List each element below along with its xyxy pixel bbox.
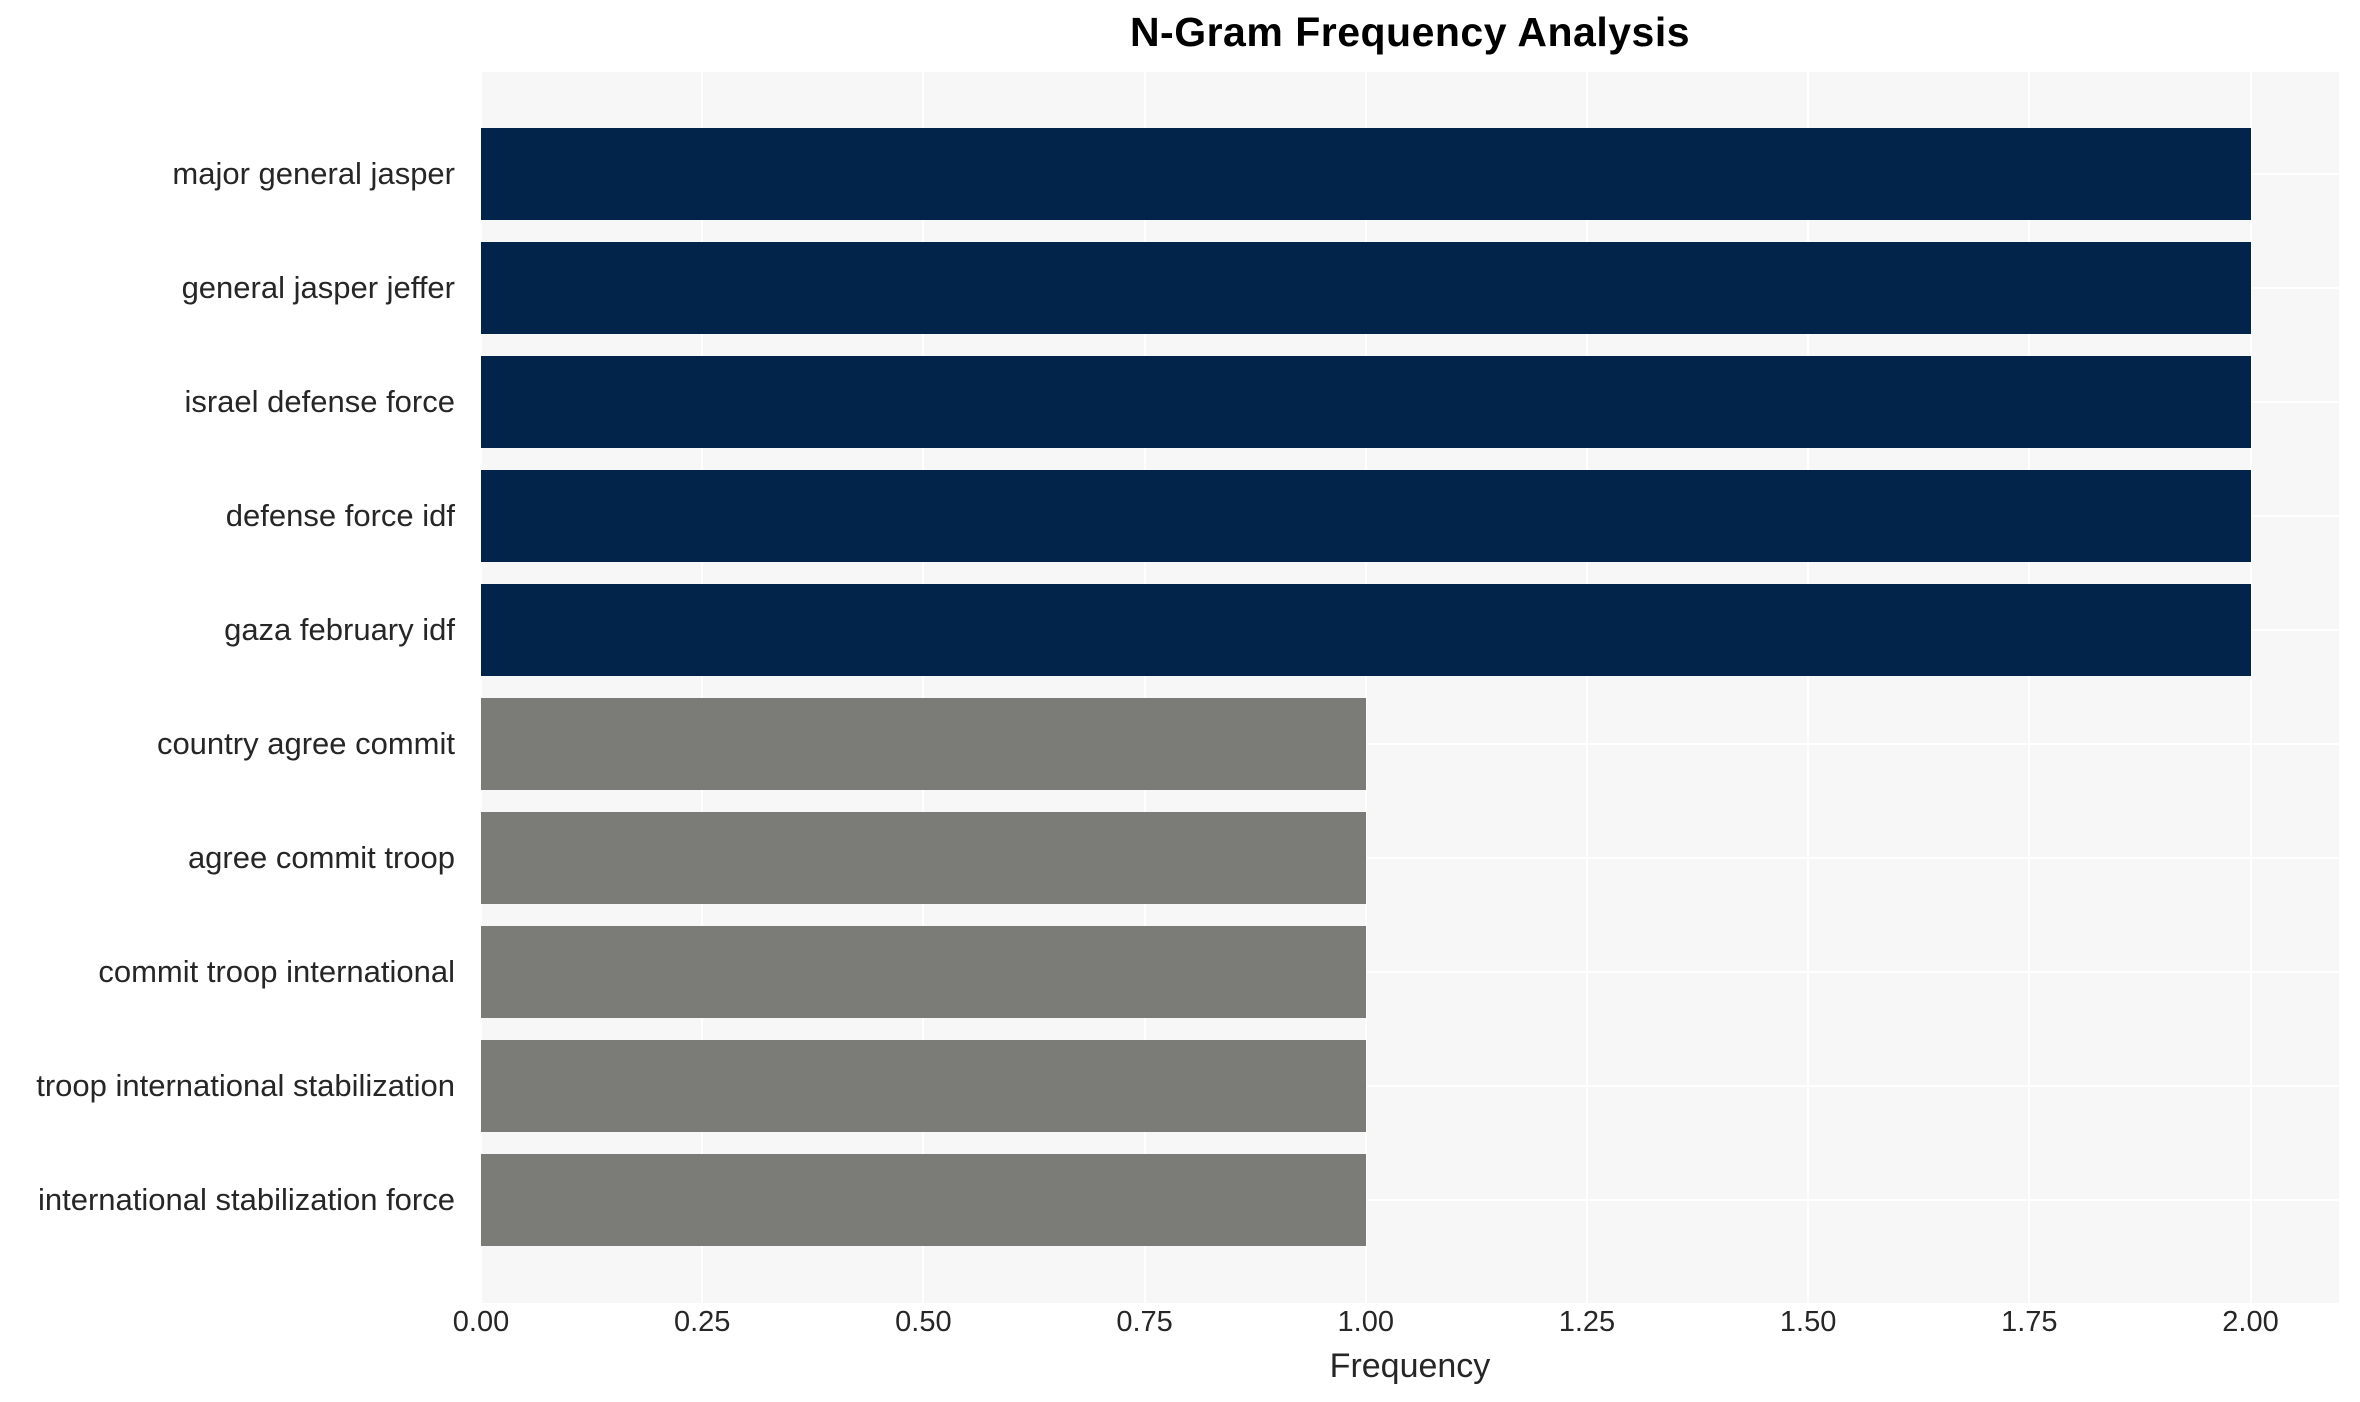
y-tick-label: commit troop international <box>98 954 455 989</box>
bar-israel-defense-force <box>481 356 2251 448</box>
y-gridline <box>481 857 2339 859</box>
y-tick-label: israel defense force <box>184 384 455 419</box>
x-gridline <box>1143 72 1146 1303</box>
x-tick-label: 1.25 <box>1558 1306 1616 1338</box>
bar-general-jasper-jeffer <box>481 242 2251 334</box>
y-gridline <box>481 971 2339 973</box>
y-tick-label: country agree commit <box>156 726 455 761</box>
bar-gaza-february-idf <box>481 584 2251 676</box>
y-tick-label: major general jasper <box>172 156 455 191</box>
x-tick-label: 0.25 <box>673 1306 731 1338</box>
x-gridline <box>2249 72 2252 1303</box>
x-gridline <box>701 72 704 1303</box>
y-gridline <box>481 1199 2339 1201</box>
y-gridline <box>481 1085 2339 1087</box>
x-tick-label: 1.00 <box>1337 1306 1394 1338</box>
x-gridline <box>1364 72 1367 1303</box>
chart-title: N-Gram Frequency Analysis <box>1129 9 1691 55</box>
y-tick-label: agree commit troop <box>187 840 455 875</box>
bar-troop-international-stabilization <box>481 1040 1366 1132</box>
y-tick-label: defense force idf <box>225 498 455 533</box>
bar-defense-force-idf <box>481 470 2251 562</box>
y-tick-label: general jasper jeffer <box>181 270 455 305</box>
bar-country-agree-commit <box>481 698 1366 790</box>
y-gridline <box>481 743 2339 745</box>
x-tick-label: 0.50 <box>895 1306 952 1338</box>
x-axis-label: Frequency <box>1329 1347 1491 1385</box>
x-gridline <box>1807 72 1810 1303</box>
x-tick-label: 1.75 <box>2001 1306 2058 1338</box>
x-tick-label: 2.00 <box>2222 1306 2279 1338</box>
x-gridline <box>2028 72 2031 1303</box>
y-tick-label: troop international stabilization <box>36 1068 455 1103</box>
x-tick-label: 0.00 <box>452 1306 510 1338</box>
y-tick-label: gaza february idf <box>224 612 455 647</box>
x-gridline <box>1585 72 1588 1303</box>
bar-international-stabilization-force <box>481 1154 1366 1246</box>
bar-commit-troop-international <box>481 926 1366 1018</box>
x-gridline <box>480 72 482 1303</box>
bar-major-general-jasper <box>481 128 2251 220</box>
y-tick-label: international stabilization force <box>37 1182 455 1217</box>
x-gridline <box>922 72 925 1303</box>
x-tick-label: 1.50 <box>1779 1306 1837 1338</box>
plot-area <box>480 72 2339 1303</box>
x-tick-label: 0.75 <box>1116 1306 1173 1338</box>
bar-agree-commit-troop <box>481 812 1366 904</box>
